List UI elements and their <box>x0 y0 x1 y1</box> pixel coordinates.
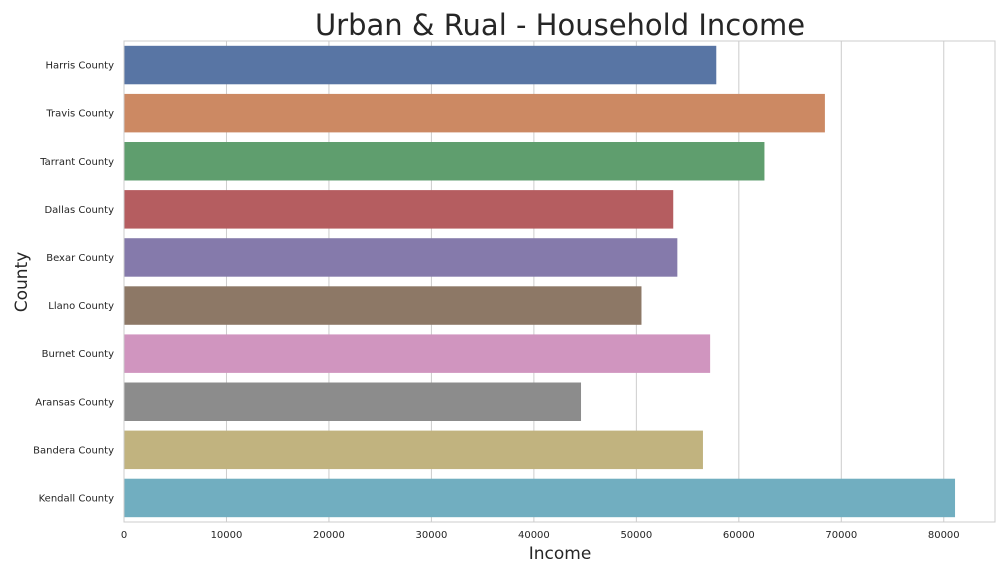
y-tick-label: Kendall County <box>39 493 114 504</box>
x-tick-label: 60000 <box>723 530 755 541</box>
x-axis-ticks: 0 10000 20000 30000 40000 50000 60000 70000 8000… <box>121 530 960 541</box>
x-tick-label: 30000 <box>416 530 448 541</box>
bar <box>124 382 582 421</box>
y-tick-label: Bexar County <box>46 253 114 264</box>
chart-title: Urban & Rual - Household Income <box>315 8 805 42</box>
bar <box>124 190 674 229</box>
y-tick-label: Aransas County <box>35 397 114 408</box>
x-tick-label: 10000 <box>211 530 243 541</box>
bar <box>124 93 825 133</box>
bar <box>124 334 711 373</box>
y-axis-ticks: Harris County Travis County Tarrant County… <box>33 61 114 505</box>
y-tick-label: Llano County <box>48 301 114 312</box>
x-axis-label: Income <box>529 544 592 564</box>
y-tick-label: Harris County <box>46 61 115 72</box>
y-tick-label: Burnet County <box>42 349 114 360</box>
bar <box>124 478 956 518</box>
y-tick-label: Travis County <box>45 109 114 120</box>
bar <box>124 238 678 277</box>
bars <box>124 45 956 518</box>
plot-frame <box>123 40 996 523</box>
y-axis-label: County <box>12 252 32 313</box>
bar <box>124 430 703 470</box>
x-tick-label: 40000 <box>518 530 550 541</box>
bar <box>124 286 642 325</box>
x-tick-label: 70000 <box>825 530 857 541</box>
bar <box>124 45 717 85</box>
x-tick-label: 0 <box>121 530 127 541</box>
bar <box>124 142 765 181</box>
y-tick-label: Bandera County <box>33 445 114 456</box>
x-tick-label: 80000 <box>928 530 960 541</box>
x-tick-label: 20000 <box>313 530 345 541</box>
y-tick-label: Dallas County <box>44 205 114 216</box>
x-tick-label: 50000 <box>620 530 652 541</box>
y-tick-label: Tarrant County <box>39 157 114 168</box>
